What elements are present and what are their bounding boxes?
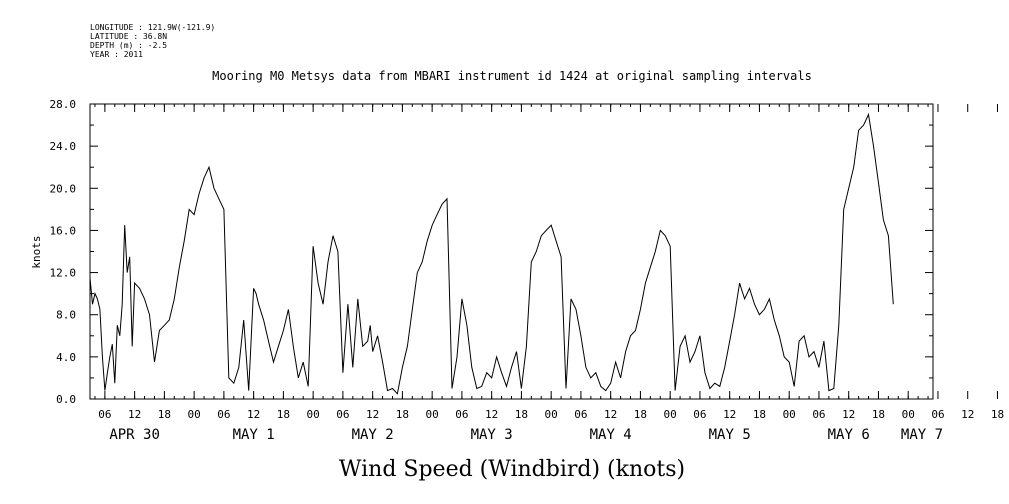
y-tick-label: 20.0 bbox=[50, 182, 77, 195]
x-tick-label: 00 bbox=[783, 408, 796, 421]
x-tick-label: 06 bbox=[931, 408, 944, 421]
x-tick-label: 12 bbox=[485, 408, 498, 421]
longitude-label: LONGITUDE : 121.9W(-121.9) bbox=[90, 23, 216, 32]
x-tick-label: 06 bbox=[217, 408, 230, 421]
x-tick-label: 00 bbox=[545, 408, 558, 421]
x-axis-title: Wind Speed (Windbird) (knots) bbox=[339, 457, 685, 482]
x-day-label: MAY 6 bbox=[828, 427, 870, 443]
x-tick-label: 18 bbox=[753, 408, 766, 421]
x-day-label: MAY 7 bbox=[901, 427, 943, 443]
x-day-label: MAY 4 bbox=[590, 427, 632, 443]
x-day-label: MAY 1 bbox=[233, 427, 275, 443]
plot-frame bbox=[89, 103, 934, 400]
y-axis: 0.0 4.0 8.0 12.0 16.0 20.0 24.0 28.0 bbox=[50, 98, 933, 406]
x-day-label: MAY 2 bbox=[352, 427, 394, 443]
latitude-label: LATITUDE : 36.8N bbox=[90, 32, 168, 41]
y-axis-label: knots bbox=[30, 235, 43, 268]
x-tick-label: 18 bbox=[158, 408, 171, 421]
x-tick-label: 18 bbox=[991, 408, 1004, 421]
y-tick-label: 16.0 bbox=[50, 224, 77, 237]
x-tick-label: 12 bbox=[247, 408, 260, 421]
x-tick-label: 18 bbox=[872, 408, 885, 421]
x-tick-label: 12 bbox=[366, 408, 379, 421]
wind-speed-series-line bbox=[89, 112, 894, 395]
x-tick-label: 06 bbox=[336, 408, 349, 421]
x-tick-label: 12 bbox=[723, 408, 736, 421]
chart-title: Mooring M0 Metsys data from MBARI instru… bbox=[212, 69, 812, 83]
y-tick-label: 0.0 bbox=[56, 393, 76, 406]
depth-label: DEPTH (m) : -2.5 bbox=[90, 41, 168, 50]
x-tick-label: 12 bbox=[961, 408, 974, 421]
x-tick-label: 00 bbox=[664, 408, 677, 421]
y-tick-label: 28.0 bbox=[50, 98, 77, 111]
x-tick-label: 00 bbox=[902, 408, 915, 421]
x-tick-label: 06 bbox=[98, 408, 111, 421]
y-tick-label: 12.0 bbox=[50, 267, 77, 280]
x-day-label: APR 30 bbox=[109, 427, 160, 443]
x-tick-label: 00 bbox=[188, 408, 201, 421]
y-tick-label: 4.0 bbox=[56, 351, 76, 364]
x-tick-label: 06 bbox=[693, 408, 706, 421]
x-tick-label: 12 bbox=[842, 408, 855, 421]
x-tick-label: 06 bbox=[812, 408, 825, 421]
x-tick-label: 18 bbox=[634, 408, 647, 421]
x-tick-label: 18 bbox=[277, 408, 290, 421]
x-day-label: MAY 5 bbox=[709, 427, 751, 443]
y-tick-label: 24.0 bbox=[50, 140, 77, 153]
x-tick-label: 00 bbox=[307, 408, 320, 421]
x-day-label: MAY 3 bbox=[471, 427, 513, 443]
x-tick-label: 12 bbox=[128, 408, 141, 421]
x-axis: 06 12 18 00 06 12 18 00 06 12 18 00 06 12 18 00 06 12 18 00… bbox=[94, 104, 1004, 443]
x-tick-label: 06 bbox=[574, 408, 587, 421]
year-label: YEAR : 2011 bbox=[90, 50, 143, 59]
x-tick-label: 06 bbox=[455, 408, 468, 421]
x-tick-label: 00 bbox=[426, 408, 439, 421]
x-tick-label: 12 bbox=[604, 408, 617, 421]
x-tick-label: 18 bbox=[515, 408, 528, 421]
y-tick-label: 8.0 bbox=[56, 309, 76, 322]
x-tick-label: 18 bbox=[396, 408, 409, 421]
